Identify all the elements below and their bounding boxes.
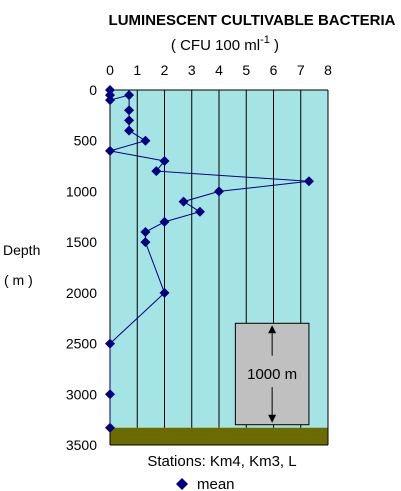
y-tick-label: 3000	[66, 386, 97, 402]
series-line	[109, 90, 309, 428]
legend-label: mean	[197, 476, 235, 491]
data-point	[303, 176, 314, 187]
x-tick-label: 6	[270, 62, 278, 78]
y-tick-label: 2500	[66, 336, 97, 352]
subtitle-end: )	[270, 37, 279, 54]
data-point	[124, 115, 135, 126]
x-tick-label: 4	[215, 62, 223, 78]
data-point	[105, 145, 115, 156]
seabed	[110, 427, 328, 445]
chart-title: LUMINESCENT CULTIVABLE BACTERIA	[109, 12, 396, 29]
stations-label: Stations: Km4, Km3, L	[147, 453, 296, 470]
legend: mean	[176, 476, 235, 491]
data-point	[194, 206, 205, 217]
series-mean	[105, 85, 314, 433]
y-tick-label: 1500	[66, 234, 97, 250]
data-point	[105, 338, 115, 349]
data-point	[105, 95, 115, 106]
data-point	[151, 166, 162, 177]
y-tick-label: 2000	[66, 285, 97, 301]
data-point	[124, 90, 135, 101]
data-point	[124, 105, 135, 116]
data-point	[159, 156, 170, 166]
data-point	[178, 196, 189, 207]
x-tick-label: 3	[188, 62, 196, 78]
data-point	[105, 389, 115, 400]
data-point	[214, 186, 224, 197]
y-tick-label: 1000	[66, 183, 97, 199]
x-tick-label: 1	[133, 62, 141, 78]
y-tick-label: 3500	[66, 437, 97, 453]
subtitle-superscript: -1	[260, 34, 270, 46]
data-point	[159, 287, 170, 298]
x-tick-label: 0	[106, 62, 114, 78]
scale-arrow-down-head	[268, 414, 277, 423]
data-point	[105, 85, 115, 95]
data-point	[140, 135, 151, 146]
x-tick-label: 8	[324, 62, 332, 78]
data-point	[159, 216, 170, 227]
y-tick-label: 500	[74, 133, 98, 149]
data-point	[140, 237, 151, 248]
x-tick-label: 2	[161, 62, 169, 78]
legend-marker	[176, 478, 188, 490]
x-tick-labels: 0 1 2 3 4 5 6 7 8	[106, 62, 332, 78]
chart-subtitle: ( CFU 100 ml-1 )	[171, 34, 279, 54]
data-point	[140, 227, 151, 237]
scale-bar-label: 1000 m	[247, 366, 297, 383]
y-tick-label: 0	[89, 82, 97, 98]
subtitle-main: ( CFU 100 ml	[171, 37, 260, 54]
y-axis-label-unit: ( m )	[4, 272, 33, 288]
data-point	[105, 90, 115, 101]
x-tick-label: 7	[297, 62, 305, 78]
y-tick-labels: 0 500 1000 1500 2000 2500 3000 3500	[66, 82, 97, 453]
x-tick-label: 5	[242, 62, 250, 78]
data-point	[105, 422, 115, 433]
data-point	[124, 125, 135, 136]
scale-bar: 1000 m	[234, 322, 310, 426]
scale-arrow-up-head	[268, 325, 277, 334]
y-axis-label-depth: Depth	[3, 242, 40, 258]
